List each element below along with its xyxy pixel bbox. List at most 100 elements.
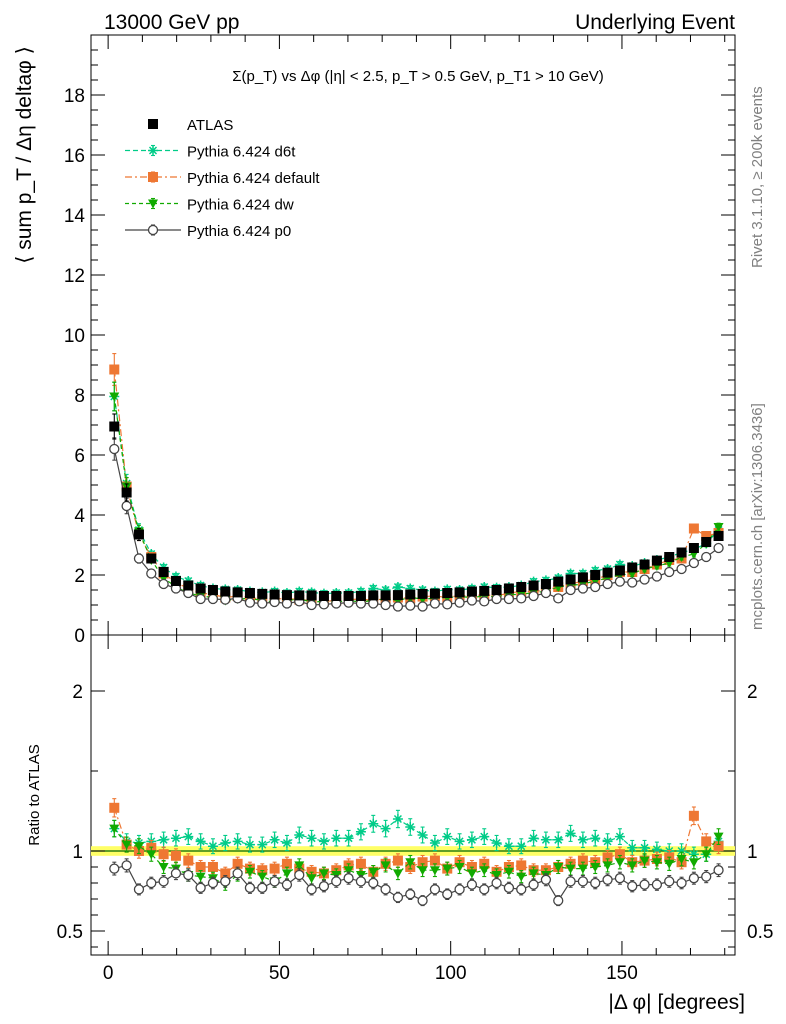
side-labels: Rivet 3.1.10, ≥ 200k events mcplots.cern… — [749, 86, 766, 630]
data-point — [183, 869, 194, 881]
ratio-y-tick-label: 0.5 — [57, 922, 83, 943]
data-point — [405, 600, 416, 611]
data-point — [417, 866, 428, 876]
data-point — [577, 572, 588, 583]
data-point — [713, 542, 724, 554]
data-point — [244, 839, 255, 850]
data-point — [417, 895, 428, 906]
ratio-y-tick-label-right: 2 — [747, 682, 758, 703]
data-point — [244, 882, 256, 893]
main-y-tick-label: 8 — [74, 386, 85, 407]
data-point — [146, 850, 157, 860]
data-point — [392, 814, 403, 824]
data-point — [565, 876, 576, 887]
data-point — [688, 557, 700, 569]
header-left-label: 13000 GeV pp — [104, 11, 239, 34]
main-plot-title: Σ(p_T) vs Δφ (|η| < 2.5, p_T > 0.5 GeV, … — [232, 68, 604, 85]
data-point — [688, 543, 699, 553]
data-point — [565, 568, 576, 579]
data-point — [553, 863, 564, 872]
data-point — [294, 869, 305, 881]
data-point — [577, 864, 588, 874]
data-point — [331, 591, 342, 601]
main-axes: 0 2 4 6 8 10 12 14 16 18 — [64, 35, 735, 647]
data-point — [343, 873, 354, 884]
data-point — [627, 577, 638, 588]
data-point — [195, 583, 206, 594]
data-point — [479, 585, 490, 596]
data-point — [503, 841, 514, 852]
legend-entry: Pythia 6.424 default — [125, 170, 320, 187]
data-point — [454, 884, 465, 895]
data-point — [306, 884, 317, 895]
data-point — [614, 858, 625, 868]
ratio-y-axis-label: Ratio to ATLAS — [26, 744, 43, 845]
data-point — [429, 838, 440, 848]
legend-entry: Pythia 6.424 p0 — [125, 223, 291, 240]
data-point — [405, 889, 416, 900]
legend-label: Pythia 6.424 default — [187, 170, 320, 187]
data-point — [664, 566, 675, 578]
data-point — [503, 882, 515, 893]
data-point — [676, 855, 687, 864]
data-point — [109, 392, 120, 402]
data-point — [380, 599, 391, 611]
data-point — [454, 597, 465, 608]
data-point — [380, 884, 391, 895]
data-point — [392, 582, 403, 592]
data-point — [466, 595, 478, 606]
data-point — [392, 892, 404, 903]
legend-label: Pythia 6.424 p0 — [187, 223, 291, 240]
data-point — [257, 872, 268, 882]
data-point — [355, 858, 366, 869]
ratio-series-pythia-6-424-dw — [109, 819, 724, 891]
data-point — [405, 822, 416, 832]
series-line — [113, 828, 720, 886]
data-point — [565, 864, 576, 874]
data-point — [220, 868, 231, 879]
data-point — [368, 818, 379, 829]
data-point — [602, 567, 613, 578]
data-point — [343, 866, 354, 876]
data-point — [318, 869, 329, 879]
data-point — [553, 895, 564, 906]
data-point — [158, 849, 169, 860]
data-point — [442, 831, 453, 842]
data-point — [170, 833, 181, 844]
data-point — [688, 873, 700, 884]
data-point — [479, 884, 490, 895]
data-point — [664, 552, 675, 562]
data-point — [602, 861, 613, 871]
legend-label: ATLAS — [187, 117, 233, 134]
data-point — [429, 866, 440, 876]
data-point — [479, 596, 490, 607]
ratio-series — [109, 798, 724, 907]
data-point — [158, 578, 169, 590]
data-point — [220, 876, 231, 887]
main-series-atlas — [109, 413, 724, 601]
data-point — [651, 879, 663, 890]
data-point — [701, 836, 712, 847]
data-point — [133, 553, 145, 564]
data-point — [281, 838, 292, 848]
data-point — [133, 884, 145, 895]
data-point — [614, 849, 625, 860]
data-point — [109, 364, 120, 375]
data-point — [590, 570, 601, 580]
data-point — [392, 869, 403, 879]
data-point — [158, 834, 169, 845]
main-series — [109, 353, 724, 612]
data-point — [713, 832, 724, 842]
data-point — [701, 850, 712, 860]
data-point — [368, 590, 379, 601]
data-point — [516, 841, 527, 852]
data-point — [528, 879, 539, 890]
data-point — [639, 559, 650, 570]
data-point — [195, 872, 206, 882]
data-point — [442, 889, 453, 900]
data-point — [109, 443, 120, 455]
data-point — [664, 859, 675, 869]
data-point — [232, 858, 243, 869]
data-point — [392, 601, 404, 612]
data-point — [503, 593, 515, 605]
